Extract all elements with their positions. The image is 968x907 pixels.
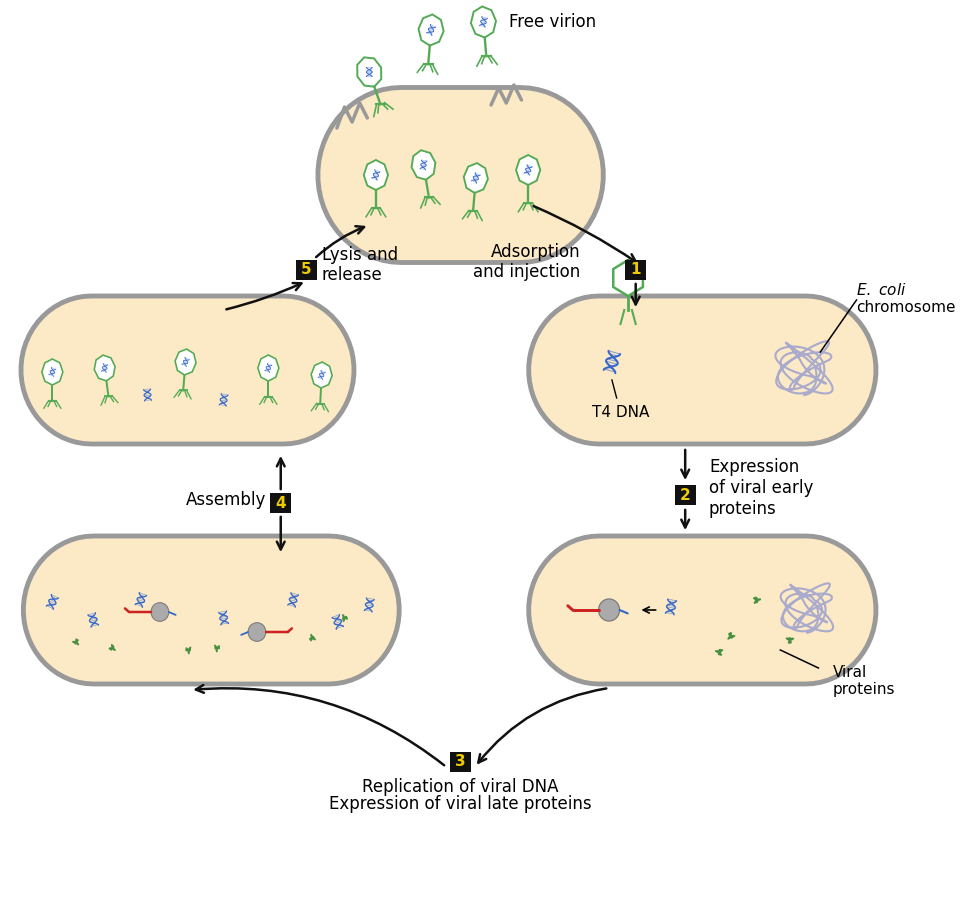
Circle shape — [598, 599, 620, 621]
FancyBboxPatch shape — [296, 260, 317, 280]
Text: Adsorption
and injection: Adsorption and injection — [473, 242, 581, 281]
Text: 4: 4 — [276, 495, 287, 511]
Polygon shape — [753, 597, 761, 604]
Text: 5: 5 — [301, 262, 312, 278]
Polygon shape — [342, 614, 348, 622]
Text: Expression of viral late proteins: Expression of viral late proteins — [329, 795, 591, 813]
Circle shape — [248, 622, 266, 641]
Polygon shape — [94, 356, 115, 381]
Text: chromosome: chromosome — [857, 300, 956, 316]
Polygon shape — [185, 647, 192, 655]
Polygon shape — [175, 349, 197, 375]
Text: Assembly: Assembly — [186, 491, 266, 509]
Polygon shape — [411, 151, 436, 180]
Polygon shape — [21, 296, 354, 444]
Text: Expression
of viral early
proteins: Expression of viral early proteins — [709, 458, 813, 518]
FancyBboxPatch shape — [450, 752, 471, 772]
Polygon shape — [108, 644, 116, 651]
Polygon shape — [72, 639, 79, 646]
FancyBboxPatch shape — [625, 260, 647, 280]
Text: T4 DNA: T4 DNA — [591, 405, 650, 420]
Polygon shape — [364, 160, 388, 190]
Text: $E.$ $coli$: $E.$ $coli$ — [857, 282, 907, 298]
Polygon shape — [311, 362, 332, 388]
Text: 1: 1 — [630, 262, 641, 278]
Polygon shape — [357, 57, 381, 87]
Polygon shape — [214, 645, 220, 652]
Circle shape — [151, 602, 168, 621]
Polygon shape — [715, 649, 723, 656]
Polygon shape — [529, 296, 876, 444]
FancyBboxPatch shape — [675, 485, 696, 505]
Polygon shape — [614, 260, 643, 296]
Text: Lysis and
release: Lysis and release — [321, 246, 398, 285]
Polygon shape — [529, 536, 876, 684]
Polygon shape — [727, 632, 736, 639]
Polygon shape — [785, 637, 795, 644]
Polygon shape — [470, 6, 496, 37]
Polygon shape — [418, 15, 443, 45]
Polygon shape — [318, 87, 603, 262]
Polygon shape — [464, 163, 488, 193]
FancyBboxPatch shape — [270, 493, 291, 513]
Polygon shape — [309, 634, 316, 641]
Text: 3: 3 — [455, 755, 466, 769]
Text: Free virion: Free virion — [509, 13, 596, 31]
Text: 2: 2 — [680, 487, 690, 502]
Polygon shape — [516, 155, 540, 185]
Polygon shape — [23, 536, 399, 684]
Polygon shape — [257, 355, 279, 381]
Polygon shape — [42, 359, 63, 385]
Text: Viral
proteins: Viral proteins — [832, 665, 895, 697]
Text: Replication of viral DNA: Replication of viral DNA — [362, 778, 559, 796]
